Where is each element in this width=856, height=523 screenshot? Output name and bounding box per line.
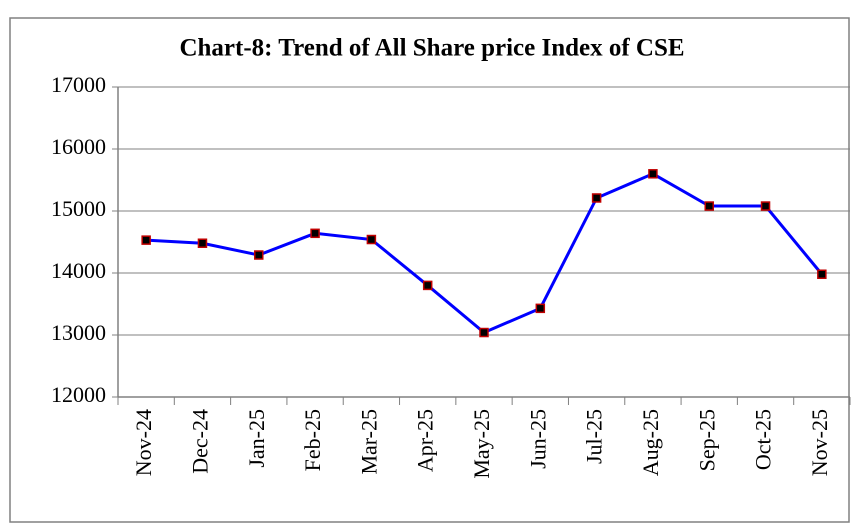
x-tick-label: Aug-25 — [638, 409, 663, 476]
point-marker — [197, 238, 208, 248]
point-marker — [479, 327, 489, 338]
y-tick-label: 16000 — [51, 134, 106, 159]
point-marker — [254, 250, 264, 260]
x-tick-label: May-25 — [469, 409, 494, 479]
y-tick-label: 13000 — [51, 320, 106, 345]
x-tick-label: Feb-25 — [300, 409, 325, 471]
y-tick-label: 17000 — [51, 72, 106, 97]
x-tick-label: Nov-24 — [131, 409, 156, 476]
point-marker — [422, 280, 433, 291]
x-tick-label: Mar-25 — [356, 409, 381, 475]
x-tick-label: Jun-25 — [525, 409, 550, 469]
point-marker — [648, 169, 658, 179]
x-tick-label: Dec-24 — [188, 409, 213, 474]
y-tick-label: 12000 — [51, 382, 106, 407]
chart-title: Chart-8: Trend of All Share price Index … — [179, 35, 684, 62]
y-tick-label: 15000 — [51, 196, 106, 221]
x-tick-label: Sep-25 — [694, 409, 719, 471]
y-tick-label: 14000 — [51, 258, 106, 283]
point-marker — [591, 193, 602, 203]
x-tick-label: Jul-25 — [582, 409, 607, 464]
x-tick-label: Jan-25 — [244, 409, 269, 468]
point-marker — [817, 269, 827, 279]
point-marker — [141, 235, 151, 245]
point-marker — [535, 303, 546, 314]
chart-frame — [9, 17, 850, 523]
point-marker — [704, 201, 714, 211]
x-tick-label: Oct-25 — [751, 409, 776, 470]
point-marker — [310, 228, 320, 239]
x-tick-label: Apr-25 — [413, 409, 438, 472]
x-tick-label: Nov-25 — [807, 409, 832, 476]
point-marker — [366, 234, 377, 245]
point-marker — [760, 201, 771, 211]
